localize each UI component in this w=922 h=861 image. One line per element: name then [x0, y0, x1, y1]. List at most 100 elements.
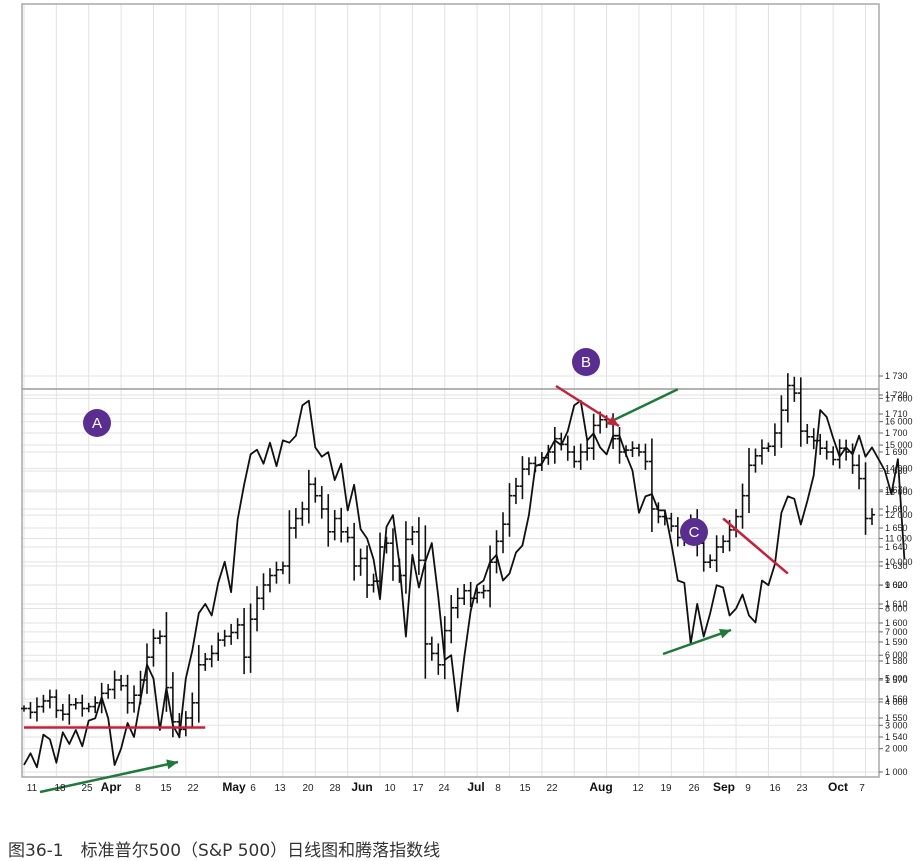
ohlc-bar	[758, 439, 765, 465]
ohlc-bar	[797, 377, 804, 447]
ohlc-bar	[668, 512, 675, 532]
x-tick-label: 9	[745, 783, 751, 794]
ohlc-bar	[370, 573, 377, 593]
price-tick-label: 1 610	[885, 599, 908, 609]
x-tick-label: 25	[81, 783, 93, 794]
ohlc-bar	[784, 373, 791, 423]
ohlc-bar	[182, 711, 189, 737]
price-tick-label: 1 700	[885, 428, 908, 438]
x-tick-label: 17	[412, 783, 424, 794]
arrow-up-green-left-head	[166, 759, 178, 770]
ohlc-bar	[674, 517, 681, 547]
ohlc-bar	[279, 561, 286, 575]
arrow-up-green-left-shaft	[39, 760, 179, 794]
ohlc-bar	[21, 705, 27, 712]
ohlc-bar	[713, 535, 720, 573]
price-tick-label: 1 720	[885, 390, 908, 400]
price-panel-frame	[21, 3, 880, 390]
ad-tick-label: 5 000	[885, 674, 908, 684]
ohlc-bar	[215, 632, 222, 661]
price-tick-label: 1 690	[885, 447, 908, 457]
ohlc-bar	[500, 512, 507, 554]
ohlc-bar	[739, 483, 746, 529]
x-tick-label: 7	[859, 783, 865, 794]
ohlc-bar	[118, 674, 125, 691]
ohlc-bar	[733, 509, 740, 538]
ohlc-bar	[234, 618, 241, 640]
x-tick-label: 18	[54, 783, 66, 794]
ohlc-bar	[228, 623, 235, 645]
x-tick-label: 26	[688, 783, 700, 794]
ad-tick-label: 13 000	[885, 487, 913, 497]
ad-tick-label: 4 000	[885, 697, 908, 707]
ohlc-bar	[519, 456, 526, 500]
arrow-up-green-right	[662, 628, 732, 656]
ad-tick-label: 10 000	[885, 557, 913, 567]
ohlc-bar	[830, 446, 837, 466]
x-month-label: Aug	[589, 780, 612, 794]
x-tick-label: 6	[250, 783, 256, 794]
marker-label: A	[92, 415, 102, 432]
x-axis: 11 18 25 8 15 22 13 20 28 10 17 24 8 15 22 12 19 26 9 16 23 7…	[27, 780, 865, 794]
ad-tick-label: 14 000	[885, 463, 913, 473]
price-tick-label: 1 580	[885, 656, 908, 666]
ohlc-bar	[79, 694, 86, 717]
marker-label: C	[689, 524, 700, 541]
trend-line-green	[606, 388, 679, 425]
ohlc-bar	[299, 501, 306, 526]
ohlc-bar	[124, 674, 131, 714]
ohlc-bar	[512, 477, 519, 505]
ohlc-bar	[254, 586, 261, 632]
arrow-up-green-right-head	[718, 628, 731, 639]
ohlc-bar	[150, 628, 157, 667]
ohlc-bar	[59, 703, 66, 721]
x-month-label: Oct	[828, 780, 848, 794]
ohlc-bar	[189, 692, 196, 729]
ohlc-bar	[480, 584, 487, 599]
x-tick-label: 16	[769, 783, 781, 794]
marker-circle	[572, 348, 600, 376]
ohlc-bar	[448, 595, 455, 644]
ohlc-bar	[402, 521, 409, 594]
ohlc-bar	[66, 694, 73, 725]
ohlc-bar	[389, 528, 396, 581]
ohlc-bar	[27, 702, 34, 719]
price-panel	[21, 373, 875, 739]
ohlc-bar	[564, 435, 571, 461]
ohlc-bar	[487, 545, 494, 608]
ohlc-bar	[325, 494, 332, 547]
chart-grid	[22, 4, 879, 777]
ohlc-bar	[208, 645, 215, 668]
x-tick-label: 23	[796, 783, 808, 794]
ohlc-bar	[571, 445, 578, 468]
ohlc-bar	[823, 440, 830, 460]
ohlc-bar	[195, 644, 202, 723]
ohlc-bar	[286, 510, 293, 584]
price-tick-label: 1 640	[885, 542, 908, 552]
marker-label: B	[581, 354, 591, 371]
x-tick-label: 22	[546, 783, 558, 794]
marker-circle	[680, 518, 708, 546]
ohlc-bar	[435, 643, 442, 675]
x-tick-label: 10	[384, 783, 396, 794]
ohlc-bar	[720, 535, 727, 554]
ohlc-bar	[331, 509, 338, 541]
ohlc-bar	[273, 561, 280, 584]
ohlc-bar	[260, 573, 267, 611]
x-tick-label: 22	[187, 783, 199, 794]
ad-series-line	[23, 399, 906, 769]
y-axes: 1 540 1 550 1 560 1 570 1 580 1 590 1 600 1 610…	[879, 371, 913, 777]
trend-line-red	[722, 517, 789, 575]
ohlc-bar	[409, 526, 416, 546]
ohlc-bar	[810, 428, 817, 450]
ohlc-bar	[454, 587, 461, 619]
ohlc-bar	[629, 441, 636, 457]
price-tick-label: 1 670	[885, 485, 908, 495]
arrow-down-red-shaft	[555, 384, 620, 428]
x-tick-label: 8	[135, 783, 141, 794]
ohlc-bar	[241, 607, 248, 675]
ohlc-bar	[247, 603, 254, 673]
ohlc-bar	[105, 684, 112, 699]
ad-tick-label: 7 000	[885, 627, 908, 637]
